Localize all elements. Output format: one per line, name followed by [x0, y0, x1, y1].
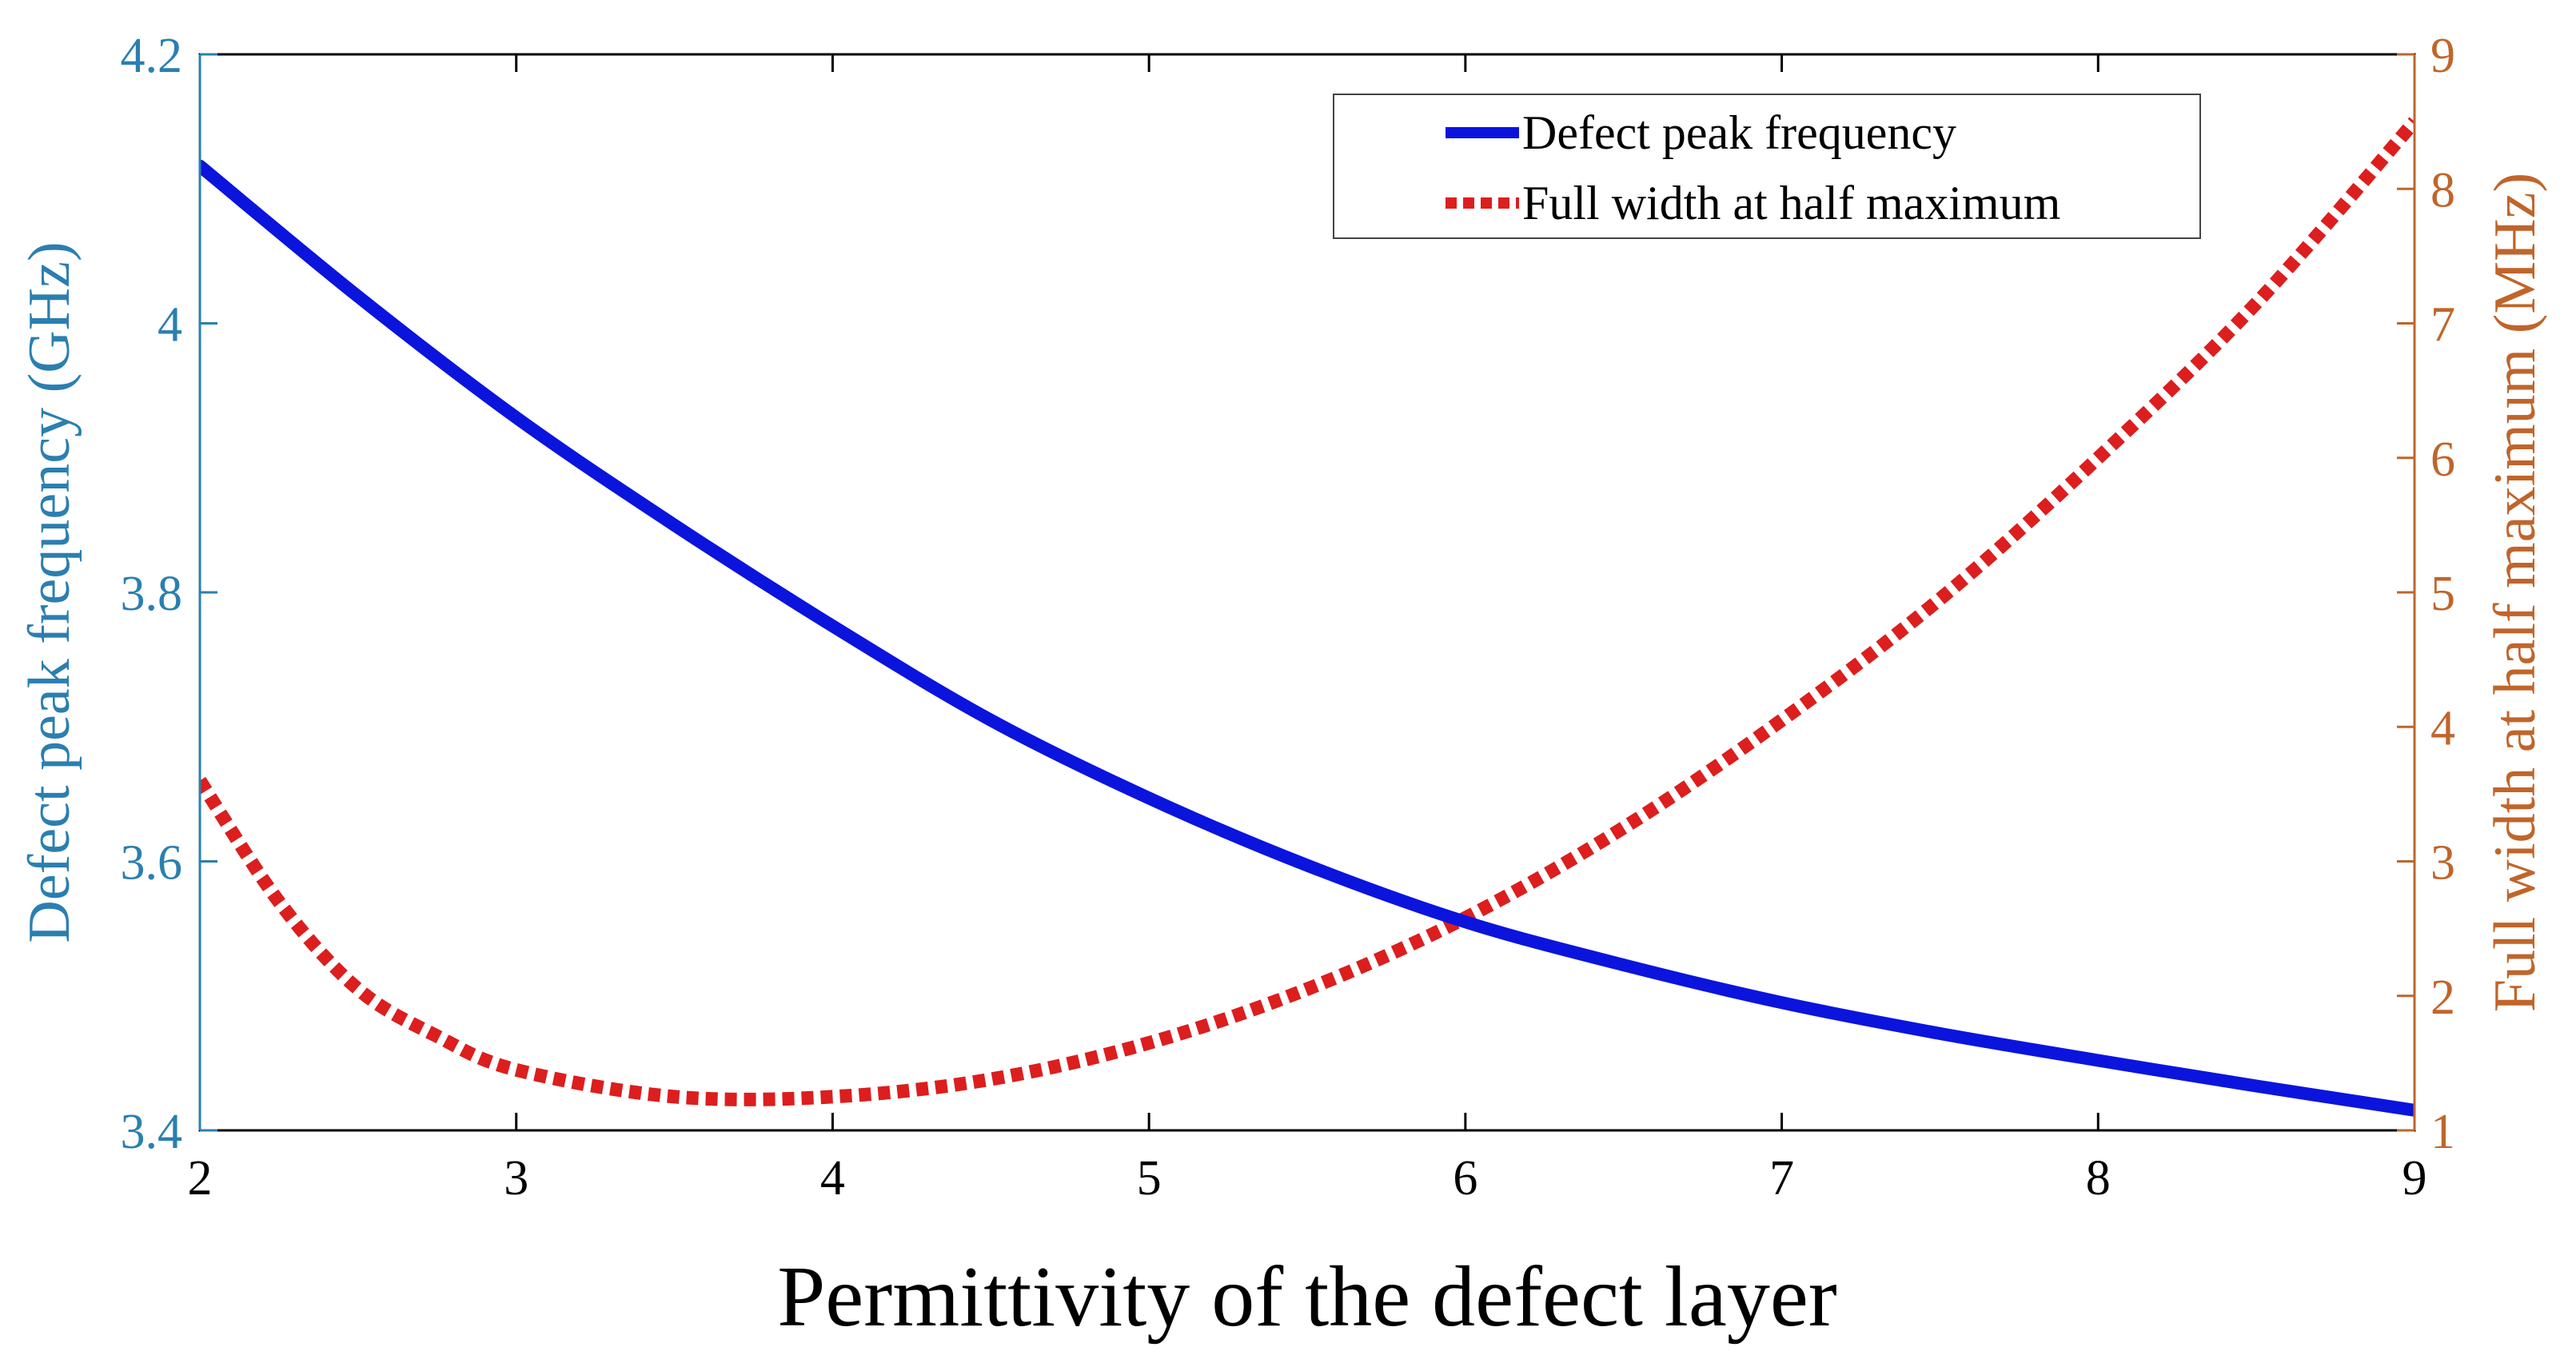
y-left-tick-label: 3.8 — [121, 567, 183, 621]
legend-entry-fwhm: Full width at half maximum — [1522, 177, 2060, 229]
legend: Defect peak frequency Full width at half… — [1333, 94, 2201, 239]
x-tick-label: 6 — [1453, 1151, 1477, 1206]
x-tick-label: 4 — [820, 1151, 845, 1206]
series-line-fwhm — [200, 117, 2415, 1106]
y-axis-right-label: Full width at half maximum (MHz) — [2482, 173, 2548, 1012]
y-right-tick-label: 1 — [2430, 1105, 2455, 1159]
x-tick-label: 2 — [188, 1151, 213, 1206]
y-left-tick-label: 3.4 — [121, 1105, 183, 1159]
y-right-tick-label: 7 — [2430, 298, 2455, 353]
legend-entry-defect-peak-frequency: Defect peak frequency — [1522, 106, 1956, 159]
series-line-defect-peak-frequency — [200, 159, 2415, 1117]
series-layer — [200, 117, 2415, 1117]
x-tick-label: 5 — [1137, 1151, 1162, 1206]
y-right-tick-label: 6 — [2430, 432, 2455, 487]
y-right-tick-label: 2 — [2430, 970, 2455, 1025]
y-left-tick-label: 3.6 — [121, 836, 183, 891]
y-right-tick-label: 3 — [2430, 836, 2455, 891]
x-tick-label: 9 — [2403, 1151, 2427, 1206]
y-right-tick-label: 5 — [2430, 567, 2455, 621]
x-tick-label: 7 — [1769, 1151, 1794, 1206]
y-right-tick-label: 4 — [2430, 701, 2455, 755]
y-left-tick-label: 4.2 — [121, 29, 183, 83]
x-tick-label: 8 — [2086, 1151, 2111, 1206]
legend-box — [1333, 94, 2201, 239]
x-tick-label: 3 — [504, 1151, 528, 1206]
x-axis-label: Permittivity of the defect layer — [777, 1249, 1837, 1345]
y-right-tick-label: 9 — [2430, 29, 2455, 83]
y-right-tick-label: 8 — [2430, 163, 2455, 217]
y-left-tick-label: 4 — [158, 298, 182, 353]
y-axis-left-label: Defect peak frequency (GHz) — [17, 241, 82, 943]
ticks-layer: 2 3 4 5 6 7 8 9 3.4 3.6 3.8 4 4.2 1 2 3 4 5 6 7 8 9 — [121, 29, 2456, 1206]
